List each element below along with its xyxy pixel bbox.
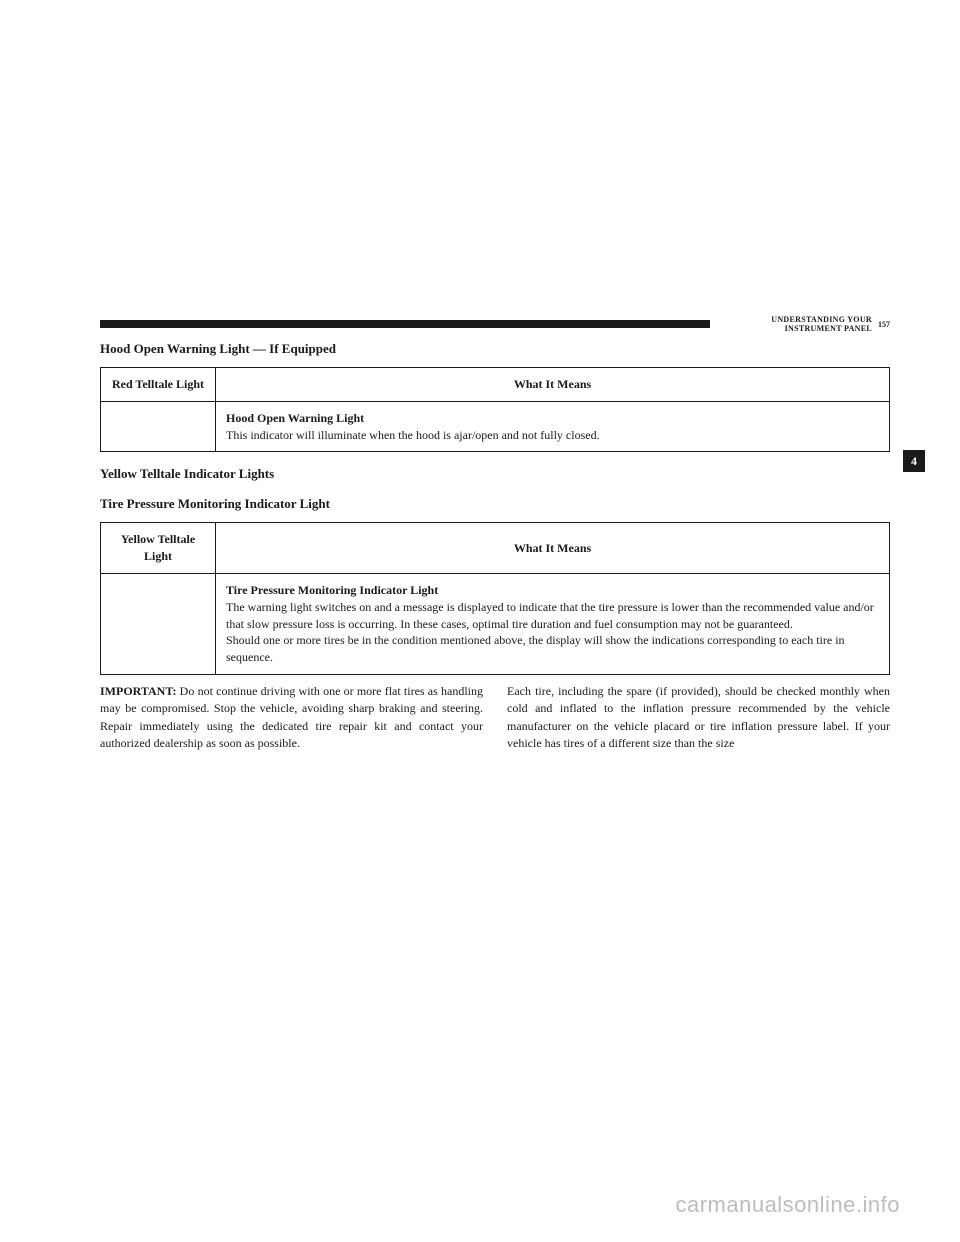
section-title-hood: Hood Open Warning Light — If Equipped [100, 341, 890, 357]
hood-body-title: Hood Open Warning Light [226, 411, 364, 425]
tpms-table: Yellow Telltale Light What It Means Tire… [100, 522, 890, 675]
yellow-lights-heading: Yellow Telltale Indicator Lights [100, 466, 890, 482]
hood-description-cell: Hood Open Warning Light This indicator w… [216, 401, 890, 452]
page-number: 157 [878, 320, 890, 329]
hood-warning-table: Red Telltale Light What It Means Hood Op… [100, 367, 890, 452]
chapter-tab: 4 [903, 450, 925, 472]
table-head-left: Red Telltale Light [101, 368, 216, 402]
page-content: 4 UNDERSTANDING YOUR INSTRUMENT PANEL 15… [100, 315, 890, 753]
tpms-description-cell: Tire Pressure Monitoring Indicator Light… [216, 573, 890, 674]
table-head-right: What It Means [216, 368, 890, 402]
important-label: IMPORTANT: [100, 684, 176, 698]
tpms-icon-cell [101, 573, 216, 674]
left-column: IMPORTANT: Do not continue driving with … [100, 683, 483, 753]
page-header: UNDERSTANDING YOUR INSTRUMENT PANEL 157 [100, 315, 890, 333]
tpms-body-p1: The warning light switches on and a mess… [226, 600, 874, 631]
tpms-body-title: Tire Pressure Monitoring Indicator Light [226, 583, 438, 597]
body-columns: IMPORTANT: Do not continue driving with … [100, 683, 890, 753]
header-section-label: UNDERSTANDING YOUR INSTRUMENT PANEL [718, 315, 872, 333]
table-head-left: Yellow Telltale Light [101, 523, 216, 574]
right-column: Each tire, including the spare (if provi… [507, 683, 890, 753]
hood-body-text: This indicator will illuminate when the … [226, 428, 600, 442]
table-head-right: What It Means [216, 523, 890, 574]
watermark: carmanualsonline.info [675, 1192, 900, 1218]
header-rule [100, 320, 710, 328]
hood-icon-cell [101, 401, 216, 452]
tpms-body-p2: Should one or more tires be in the condi… [226, 633, 845, 664]
tpms-subtitle: Tire Pressure Monitoring Indicator Light [100, 496, 890, 512]
